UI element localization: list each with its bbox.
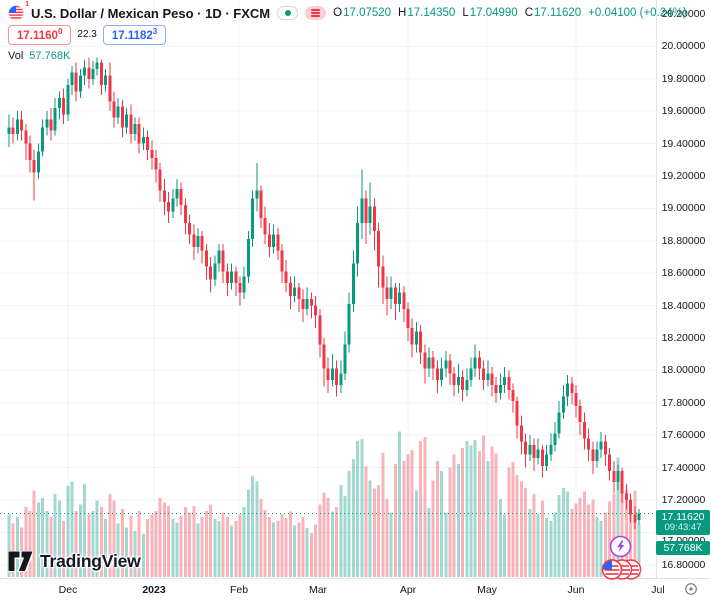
time-tick-label: Jul <box>651 584 665 596</box>
close-label: C <box>524 7 534 19</box>
last-price-value: 17.11620 <box>661 510 705 523</box>
us-flag-icon: 1 <box>8 1 29 21</box>
close-value: 17.11620 <box>534 7 582 19</box>
price-tick-label: 20.00000 <box>661 40 706 53</box>
price-tick-label: 19.20000 <box>661 169 706 182</box>
us-flag-events-icon <box>601 559 642 580</box>
time-tick-label: 2023 <box>142 584 166 596</box>
flag-badge: 1 <box>25 1 29 8</box>
sell-button[interactable]: 17.11600 <box>8 25 72 45</box>
market-status-icon[interactable] <box>277 6 299 20</box>
price-tick-label: 17.80000 <box>661 396 706 409</box>
time-tick-label: Jun <box>567 584 585 596</box>
change-readout: +0.04100 (+0.24%) <box>588 7 687 19</box>
price-tick-label: 18.20000 <box>661 331 706 344</box>
candlestick-chart[interactable] <box>0 0 656 578</box>
time-tick-label: Apr <box>399 584 417 596</box>
tradingview-logo[interactable]: TradingView <box>8 551 141 572</box>
time-tick-label: Dec <box>58 584 78 596</box>
lightning-icon <box>609 535 632 558</box>
price-tick-label: 19.40000 <box>661 137 706 150</box>
open-label: O <box>333 7 343 19</box>
high-label: H <box>398 7 407 19</box>
bar-countdown: 09:43:47 <box>664 521 702 533</box>
low-label: L <box>462 7 469 19</box>
volume-readout: Vol 57.768K <box>8 50 70 62</box>
time-tick-label: Feb <box>229 584 249 596</box>
ohlc-readout: O17.07520 H17.14350 L17.04990 C17.11620 … <box>333 7 686 19</box>
tradingview-logo-icon <box>8 551 33 572</box>
target-icon <box>685 583 697 595</box>
volume-value: 57.768K <box>29 50 71 62</box>
price-tick-label: 20.20000 <box>661 7 706 20</box>
news-flags-button[interactable] <box>601 558 645 586</box>
volume-axis-label: 57.768K <box>656 541 710 555</box>
hot-list-icon[interactable] <box>305 6 327 20</box>
price-tick-label: 17.40000 <box>661 461 706 474</box>
spread-value: 22.3 <box>77 29 97 41</box>
timezone-settings-button[interactable] <box>684 582 698 600</box>
price-tick-label: 16.80000 <box>661 558 706 571</box>
symbol-title[interactable]: U.S. Dollar / Mexican Peso · 1D · FXCM <box>31 5 271 21</box>
price-tick-label: 19.80000 <box>661 72 706 85</box>
price-tick-label: 18.40000 <box>661 299 706 312</box>
price-tick-label: 18.00000 <box>661 364 706 377</box>
low-value: 17.04990 <box>469 7 518 19</box>
price-axis[interactable]: 20.20000 20.00000 19.80000 19.60000 19.40000… <box>656 0 710 578</box>
price-tick-label: 19.60000 <box>661 105 706 118</box>
price-tick-label: 18.80000 <box>661 234 706 247</box>
time-axis[interactable]: Dec 2023 Feb Mar Apr May Jun Jul <box>0 578 710 600</box>
time-tick-label: May <box>477 584 497 596</box>
open-value: 17.07520 <box>343 7 392 19</box>
price-tick-label: 17.20000 <box>661 493 706 506</box>
last-price-label: 17.11620 09:43:47 <box>656 509 710 535</box>
price-tick-label: 19.00000 <box>661 202 706 215</box>
high-value: 17.14350 <box>407 7 456 19</box>
price-tick-label: 17.60000 <box>661 429 706 442</box>
green-dot-icon <box>284 10 291 16</box>
buy-button[interactable]: 17.11823 <box>102 25 167 45</box>
volume-label: Vol <box>8 50 24 62</box>
time-tick-label: Mar <box>308 584 328 596</box>
economic-events-button[interactable] <box>609 535 632 563</box>
price-tick-label: 18.60000 <box>661 267 706 280</box>
